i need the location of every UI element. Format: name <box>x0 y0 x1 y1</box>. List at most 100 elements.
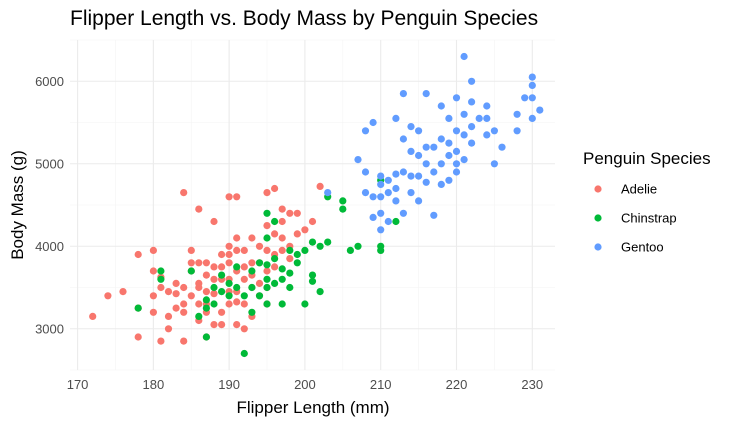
data-point <box>460 156 468 164</box>
x-tick-label: 200 <box>294 377 316 392</box>
data-point <box>263 267 271 275</box>
data-point <box>490 160 498 168</box>
data-point <box>233 283 241 292</box>
data-point <box>399 90 407 98</box>
data-point <box>157 337 165 345</box>
x-tick-label: 210 <box>370 377 392 392</box>
data-point <box>422 160 430 168</box>
data-point <box>316 242 324 250</box>
data-point <box>361 168 370 176</box>
data-point <box>210 283 218 292</box>
data-point <box>460 110 468 118</box>
data-point <box>513 110 521 118</box>
data-point <box>521 94 529 102</box>
data-point <box>271 263 279 271</box>
data-point <box>233 321 241 329</box>
data-point <box>263 246 271 254</box>
data-point <box>422 143 430 151</box>
data-point <box>301 226 309 234</box>
data-point <box>384 217 392 226</box>
data-point <box>399 168 407 176</box>
data-point <box>437 135 445 143</box>
data-point <box>225 242 233 250</box>
data-point <box>248 234 256 242</box>
data-point <box>430 211 438 219</box>
data-point <box>255 292 264 300</box>
data-point <box>202 304 210 312</box>
data-point <box>172 304 180 312</box>
data-point <box>468 123 476 131</box>
data-point <box>528 73 536 81</box>
data-point <box>316 288 324 296</box>
data-point <box>263 234 271 242</box>
data-point <box>218 250 226 259</box>
data-point <box>407 147 415 155</box>
data-point <box>392 170 400 178</box>
legend-key-gentoo <box>594 243 602 251</box>
data-point <box>445 151 453 160</box>
data-point <box>255 242 264 250</box>
data-point <box>293 259 301 267</box>
data-point <box>460 131 468 139</box>
data-point <box>263 189 271 197</box>
data-point <box>392 184 400 193</box>
data-point <box>437 102 445 110</box>
series-chinstrap <box>134 176 400 358</box>
data-point <box>271 184 279 193</box>
data-point <box>202 271 210 279</box>
data-point <box>308 277 317 285</box>
data-point <box>149 246 157 254</box>
data-point <box>293 230 301 238</box>
legend-title: Penguin Species <box>583 149 711 168</box>
data-point <box>134 250 142 259</box>
data-point <box>293 250 301 259</box>
data-point <box>452 94 461 102</box>
data-point <box>210 275 218 283</box>
data-point <box>240 275 248 283</box>
data-point <box>437 160 445 168</box>
data-point <box>210 290 218 298</box>
data-point <box>271 255 279 263</box>
data-point <box>157 275 165 283</box>
y-axis-title: Body Mass (g) <box>8 150 27 260</box>
grid <box>70 39 555 371</box>
data-point <box>263 222 271 230</box>
data-point <box>218 288 226 296</box>
data-point <box>187 246 195 254</box>
data-point <box>278 275 286 283</box>
data-point <box>528 114 536 122</box>
data-point <box>361 127 370 135</box>
data-point <box>278 234 286 242</box>
data-point <box>240 292 248 300</box>
data-point <box>225 279 233 287</box>
data-point <box>369 193 377 201</box>
data-point <box>392 197 400 205</box>
data-point <box>415 151 423 160</box>
data-point <box>233 298 241 306</box>
data-point <box>195 259 203 267</box>
data-point <box>271 279 279 287</box>
data-point <box>278 300 286 308</box>
data-points <box>89 52 544 358</box>
data-point <box>180 300 188 308</box>
chart-title: Flipper Length vs. Body Mass by Penguin … <box>70 7 538 30</box>
data-point <box>399 135 407 143</box>
legend: Penguin Species Adelie Chinstrap Gentoo <box>583 149 711 255</box>
x-tick-label: 170 <box>67 377 89 392</box>
data-point <box>490 127 498 135</box>
data-point <box>218 321 226 329</box>
data-point <box>240 349 248 358</box>
data-point <box>210 300 218 308</box>
legend-label-adelie: Adelie <box>621 182 657 197</box>
data-point <box>248 283 256 292</box>
data-point <box>149 308 157 316</box>
data-point <box>195 300 203 308</box>
data-point <box>149 292 157 300</box>
data-point <box>263 209 271 217</box>
data-point <box>445 176 453 184</box>
y-tick-label: 4000 <box>35 239 64 254</box>
legend-key-chinstrap <box>594 214 602 222</box>
data-point <box>164 325 173 333</box>
data-point <box>187 259 195 267</box>
data-point <box>210 217 218 226</box>
